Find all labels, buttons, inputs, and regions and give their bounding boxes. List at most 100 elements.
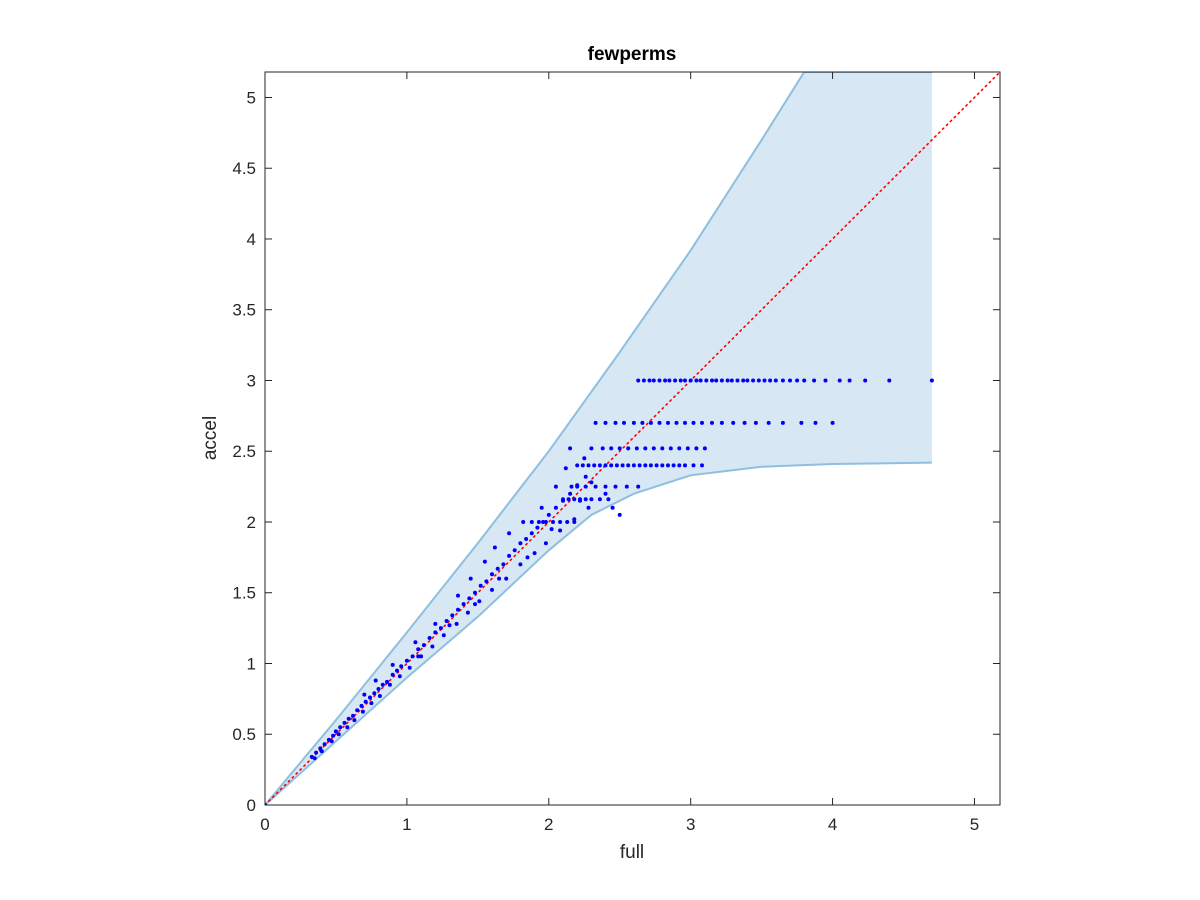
- data-point: [518, 562, 523, 567]
- data-point: [837, 378, 842, 383]
- band-lower-edge: [265, 461, 932, 805]
- data-point: [753, 420, 758, 425]
- data-point: [603, 484, 608, 489]
- x-tick-labels: 0 1 2 3 4 5: [260, 815, 979, 834]
- data-point: [385, 679, 389, 684]
- data-point: [336, 732, 341, 737]
- data-point: [745, 378, 750, 383]
- data-point: [620, 463, 625, 468]
- x-tick-label: 3: [686, 815, 695, 834]
- data-point: [631, 463, 636, 468]
- data-point: [416, 647, 421, 652]
- data-point: [593, 420, 598, 425]
- data-point: [572, 520, 577, 524]
- data-point: [583, 484, 588, 489]
- data-point: [600, 446, 605, 451]
- data-point: [373, 678, 378, 683]
- data-point: [450, 613, 455, 618]
- data-point: [563, 466, 568, 471]
- data-point: [929, 378, 934, 383]
- data-point: [572, 517, 577, 522]
- data-point: [583, 497, 588, 502]
- y-tick-label: 3: [247, 371, 256, 390]
- data-point: [478, 583, 483, 588]
- data-point: [314, 750, 319, 755]
- data-point: [603, 420, 608, 425]
- y-tick-labels: 0 0.5 1 1.5 2 2.5 3 3.5 4 4.5 5: [232, 88, 256, 815]
- data-point: [610, 505, 615, 510]
- data-point: [583, 474, 588, 479]
- data-point: [725, 378, 730, 383]
- data-point: [617, 512, 622, 517]
- data-point: [683, 463, 687, 468]
- chart-title: fewperms: [588, 44, 677, 65]
- x-tick-label: 1: [402, 815, 411, 834]
- data-point: [799, 420, 804, 425]
- data-point: [497, 576, 502, 581]
- data-point: [651, 446, 656, 451]
- data-point: [549, 527, 554, 532]
- data-point: [578, 497, 582, 502]
- data-point: [495, 566, 500, 571]
- data-point: [580, 463, 585, 468]
- data-point: [830, 420, 835, 425]
- data-point: [714, 378, 719, 383]
- data-point: [673, 378, 678, 383]
- data-point: [813, 420, 818, 425]
- y-tick-label: 4.5: [232, 159, 256, 178]
- data-point: [636, 378, 641, 383]
- data-point: [823, 378, 828, 383]
- data-point: [430, 644, 435, 649]
- data-point: [691, 420, 696, 425]
- data-point: [312, 756, 317, 761]
- data-point: [671, 463, 676, 468]
- data-point: [390, 662, 395, 667]
- data-point: [597, 497, 602, 502]
- data-point: [674, 420, 679, 425]
- data-point: [380, 682, 385, 687]
- data-point: [546, 512, 551, 517]
- data-point: [492, 545, 497, 550]
- y-tick-label: 5: [247, 88, 256, 107]
- axes: [264, 71, 1001, 806]
- data-point: [683, 420, 687, 425]
- data-point: [569, 484, 574, 489]
- y-tick-label: 1.5: [232, 584, 256, 603]
- data-point: [363, 699, 368, 704]
- x-tick-label: 5: [970, 815, 979, 834]
- data-point: [626, 463, 631, 468]
- data-point: [376, 687, 381, 691]
- data-point: [640, 420, 645, 425]
- data-point: [741, 378, 746, 383]
- data-point: [553, 505, 558, 510]
- data-point: [700, 420, 704, 425]
- data-point: [593, 484, 598, 489]
- data-point: [694, 378, 699, 383]
- y-tick-label: 4: [247, 230, 256, 249]
- data-point: [678, 378, 683, 383]
- data-point: [543, 520, 548, 524]
- data-point: [582, 456, 587, 461]
- data-point: [704, 378, 709, 383]
- data-point: [762, 378, 767, 383]
- identity-line-path: [265, 72, 1000, 805]
- data-point: [568, 491, 573, 496]
- data-point: [589, 446, 594, 451]
- data-point: [484, 579, 489, 584]
- data-point: [847, 378, 852, 383]
- x-axis-label: full: [620, 842, 644, 863]
- data-point: [788, 378, 792, 383]
- x-tick-label: 0: [260, 815, 269, 834]
- data-point: [504, 576, 509, 581]
- data-point: [395, 668, 399, 673]
- data-point: [751, 378, 756, 383]
- data-point: [421, 643, 426, 648]
- data-point: [685, 446, 690, 451]
- data-point: [390, 672, 395, 677]
- data-point: [647, 378, 652, 383]
- data-point: [702, 446, 707, 451]
- data-point: [351, 713, 355, 718]
- data-point: [657, 378, 662, 383]
- data-point: [551, 520, 555, 524]
- data-point: [766, 420, 771, 425]
